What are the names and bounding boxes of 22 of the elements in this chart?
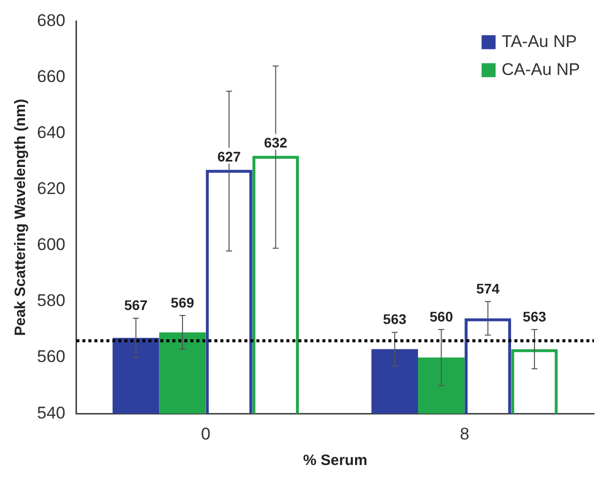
x-tick-label: 0	[201, 424, 211, 444]
data-label: 569	[170, 294, 194, 310]
x-tick-label: 8	[460, 424, 470, 444]
legend-label: TA-Au NP	[502, 32, 577, 51]
y-tick-label: 680	[36, 10, 66, 30]
y-tick-label: 560	[36, 347, 66, 366]
data-label: 567	[124, 297, 148, 314]
data-label: 563	[383, 311, 407, 328]
data-label: 627	[217, 148, 241, 165]
x-axis-title: % Serum	[303, 452, 368, 470]
data-label: 632	[264, 134, 288, 151]
y-tick-label: 600	[36, 235, 66, 254]
y-tick-label: 540	[36, 403, 66, 422]
y-tick-label: 640	[36, 123, 66, 142]
y-axis-title: Peak Scattering Wavelength (nm)	[12, 98, 30, 336]
legend-label: CA-Au NP	[502, 60, 580, 79]
data-label: 574	[476, 280, 500, 296]
y-tick-label: 620	[36, 179, 66, 198]
data-label: 563	[522, 308, 546, 324]
data-label: 560	[430, 308, 454, 324]
y-tick-label: 580	[36, 291, 66, 310]
y-tick-label: 660	[36, 66, 66, 86]
